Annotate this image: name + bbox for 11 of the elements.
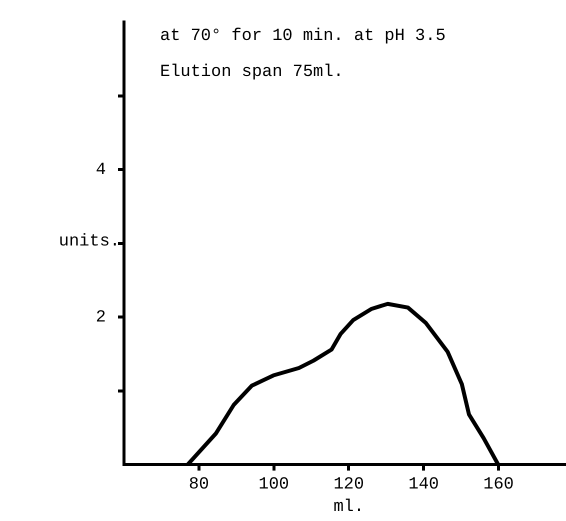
x-axis-title: ml. — [333, 498, 364, 517]
y-tick-label: 4 — [96, 161, 106, 180]
y-tick-label: 2 — [96, 308, 106, 328]
x-tick-label: 80 — [188, 475, 210, 494]
x-tick-label: 120 — [333, 475, 364, 494]
x-tick-label: 140 — [408, 475, 439, 494]
annotation: Elution span 75ml. — [160, 63, 344, 82]
x-tick-label: 160 — [483, 475, 514, 494]
x-tick-label: 100 — [258, 475, 290, 494]
annotation: at 70° for 10 min. at pH 3.5 — [160, 27, 446, 46]
y-axis-title: units. — [58, 232, 120, 252]
